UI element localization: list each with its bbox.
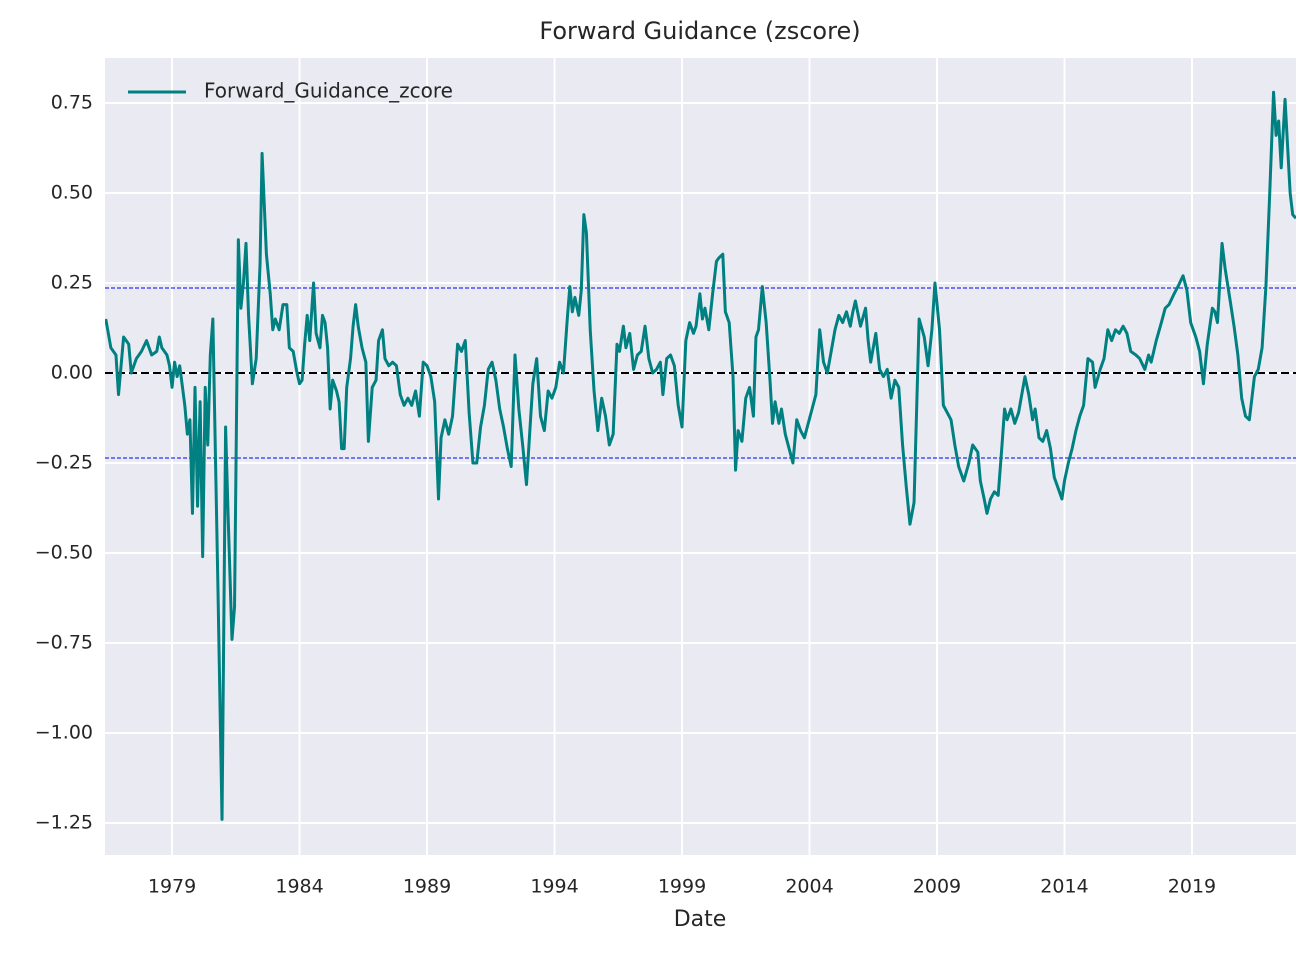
x-tick-label: 1979 [148,876,196,898]
y-tick-label: 0.00 [51,361,93,383]
x-tick-label: 2014 [1040,876,1088,898]
x-tick-label: 2009 [913,876,961,898]
x-tick-label: 2004 [785,876,833,898]
x-axis-label: Date [674,907,727,932]
x-tick-label: 1999 [658,876,706,898]
data-line [105,90,1296,821]
labels: 0.75 0.50 0.25 0.00 −0.25 −0.50 −0.75 −1.00 −1.2… [35,79,1216,898]
grid [105,58,1296,855]
y-tick-label: −1.25 [35,811,93,833]
plot-lines [105,90,1296,821]
chart-title: Forward Guidance (zscore) [539,17,860,45]
plot-area [105,58,1296,855]
y-tick-label: −1.00 [35,721,93,743]
x-tick-label: 1989 [403,876,451,898]
x-tick-label: 1984 [275,876,323,898]
x-tick-label: 1994 [530,876,578,898]
y-tick-label: −0.50 [35,541,93,563]
y-tick-label: −0.75 [35,631,93,653]
y-tick-label: −0.25 [35,451,93,473]
x-tick-label: 2019 [1168,876,1216,898]
y-tick-label: 0.25 [51,271,93,293]
y-tick-label: 0.50 [51,181,93,203]
legend-label: Forward_Guidance_zcore [204,79,453,103]
y-tick-label: 0.75 [51,91,93,113]
